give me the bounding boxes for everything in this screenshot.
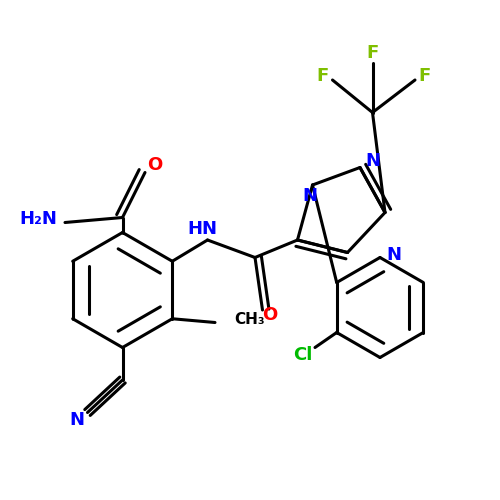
Text: F: F — [366, 44, 378, 62]
Text: O: O — [262, 306, 278, 324]
Text: CH₃: CH₃ — [234, 312, 264, 328]
Text: F: F — [419, 67, 431, 85]
Text: O: O — [148, 156, 162, 174]
Text: F: F — [316, 67, 328, 85]
Text: N: N — [302, 187, 318, 205]
Text: N: N — [69, 411, 84, 429]
Text: HN: HN — [188, 220, 218, 238]
Text: H₂N: H₂N — [20, 210, 58, 228]
Text: Cl: Cl — [293, 346, 312, 364]
Text: N: N — [386, 246, 402, 264]
Text: N: N — [365, 152, 380, 170]
